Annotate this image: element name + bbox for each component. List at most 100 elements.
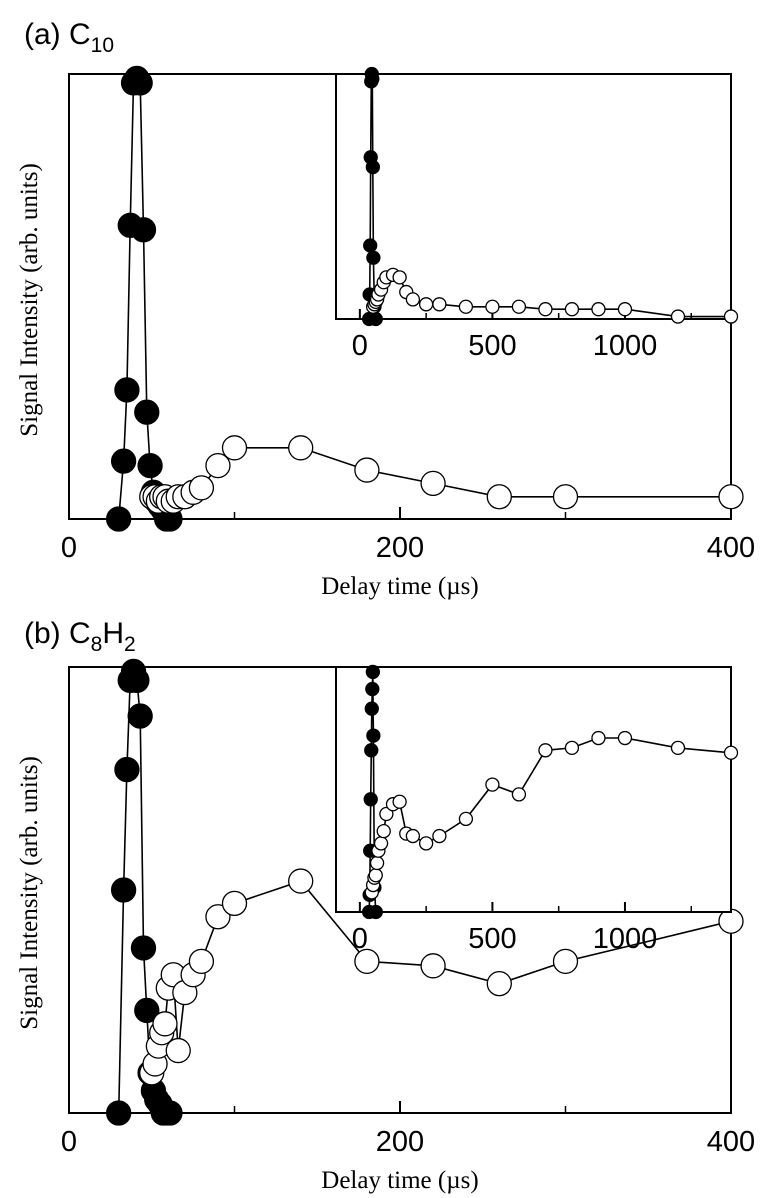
panel-a-main-filled-point [106,506,132,532]
panel-a-main-filled-point [110,448,137,474]
panel-a-main-filled-point [134,399,160,425]
panel-b-label-subscript-2: 2 [124,633,136,656]
panel-b-inset-open-point [511,787,527,802]
panel-a-inset-filled-point [368,311,383,327]
panel-a-main-open-point [354,457,380,483]
panel-b-main-filled-point [130,935,157,961]
panel-a-inset-open-point [458,299,474,314]
panel-b: (b) C8H2 Signal Intensity (arb. units) D… [16,617,755,1194]
panel-a-label-text: (a) C [24,18,91,51]
panel-a-inset-open-point [617,302,633,317]
panel-b-main-filled-point [114,756,140,783]
panel-a-inset-open-point [670,309,686,324]
panel-a: (a) C10 Signal Intensity (arb. units) De… [16,18,755,600]
panel-a-inset-open-point [432,297,447,312]
panel-b-inset-open-point [617,730,633,746]
panel-a-inset-filled-point [365,71,380,87]
panel-a-inset-frame [335,73,732,320]
panel-a-main-filled-point [130,217,157,243]
panel-b-inset-open-point [418,836,434,851]
panel-b-inset-filled-point [368,904,383,920]
panel-b-main-open-point [205,904,231,930]
panel-b-inset-plot: 0 500 1000 [335,664,739,955]
panel-a-inset-open-point [538,302,553,317]
panel-a-main-x-tick-label: 0 [61,532,77,564]
panel-b-inset-open-point [591,730,606,746]
panel-b-inset-open-point [723,745,739,760]
panel-b-inset-open-point [538,743,553,758]
panel-b-inset-filled-point [363,792,378,807]
panel-a-inset-x-tick-label: 0 [352,330,368,362]
panel-a-inset-open-point [418,297,434,312]
panel-a-inset-filled-point [363,238,378,253]
panel-a-inset-filled-point [365,159,380,175]
panel-a-label-subscript: 10 [91,34,114,57]
panel-b-inset-open-point [432,828,447,844]
panel-a-main-open-point [221,435,248,461]
panel-b-main-filled-point [134,997,160,1024]
panel-b-inset-x-tick-label: 500 [468,923,516,955]
panel-b-main-filled-point [127,703,153,729]
panel-a-xlabel: Delay time (µs) [321,573,478,600]
panel-b-inset-open-point [376,824,391,839]
panel-a-inset-open-point [405,292,421,307]
panel-b-main-open-point [552,948,579,975]
panel-b-inset-filled-point [364,743,379,758]
panel-a-inset-plot: 0 500 1000 [335,66,739,362]
panel-a-main-filled-point [114,377,140,403]
panel-b-main-filled-point [110,877,137,903]
panel-b-main-open-point [354,948,380,975]
panel-a-inset-filled-point [366,250,381,265]
panel-b-main-open-point [420,953,446,979]
panel-b-inset-filled-point [364,701,379,716]
panel-b-xlabel: Delay time (µs) [321,1167,478,1194]
panel-a-main-open-point [420,470,446,497]
panel-a-inset-open-point [511,299,527,314]
panel-a-inset-open-point [564,302,580,317]
panel-b-inset-open-point [458,811,474,827]
panel-b-main-open-point [152,1011,178,1037]
panel-b-inset-filled-point [366,728,381,743]
panel-a-label: (a) C10 [24,18,114,57]
panel-b-inset-background [336,667,731,912]
panel-a-inset-open-point [392,270,407,285]
panel-b-inset-filled-point [365,681,380,697]
panel-b-main-open-point [486,971,512,997]
panel-b-inset-filled-point [365,664,380,680]
panel-b-inset-open-point [368,868,383,883]
panel-b-inset-open-point [405,828,421,844]
panel-a-ylabel: Signal Intensity (arb. units) [16,163,43,437]
panel-b-inset-frame [335,666,732,913]
panel-b-main-filled-point [157,1100,183,1126]
panel-b-inset-open-point [369,855,385,871]
panel-b-label-text: (b) C [24,617,91,650]
panel-b-inset-x-tick-label: 0 [352,923,368,955]
panel-a-inset-x-tick-label: 500 [468,330,516,362]
panel-b-main-filled-point [124,667,150,694]
panel-b-main-open-point [188,948,215,975]
panel-b-ylabel: Signal Intensity (arb. units) [16,756,43,1030]
panel-b-label: (b) C8H2 [24,617,136,656]
panel-b-label-middle: H [102,617,124,650]
panel-a-main-plot: 0 200 400 [61,65,755,564]
panel-b-inset-open-point [485,777,500,792]
panel-a-inset-open-point [723,309,739,324]
panel-b-main-open-point [165,1037,191,1064]
panel-a-inset-x-tick-label: 1000 [593,330,658,362]
panel-a-main-x-tick-label: 400 [707,532,755,564]
panel-b-main-filled-point [106,1100,132,1126]
panel-a-main-open-point [288,435,314,461]
panel-b-main-x-tick-label: 400 [707,1126,755,1158]
panel-a-main-open-point [552,484,579,510]
panel-a-main-open-point [188,475,215,501]
panel-b-main-open-point [221,890,248,917]
panel-b-inset-open-point [564,740,580,755]
panel-b-inset-open-point [392,794,407,809]
panel-a-main-open-point [205,452,231,479]
panel-a-main-open-point [718,484,744,510]
panel-a-inset-open-point [485,299,500,314]
panel-b-inset-x-tick-label: 1000 [593,923,658,955]
panel-b-main-x-tick-label: 200 [376,1126,424,1158]
panel-b-label-subscript-1: 8 [91,633,103,656]
